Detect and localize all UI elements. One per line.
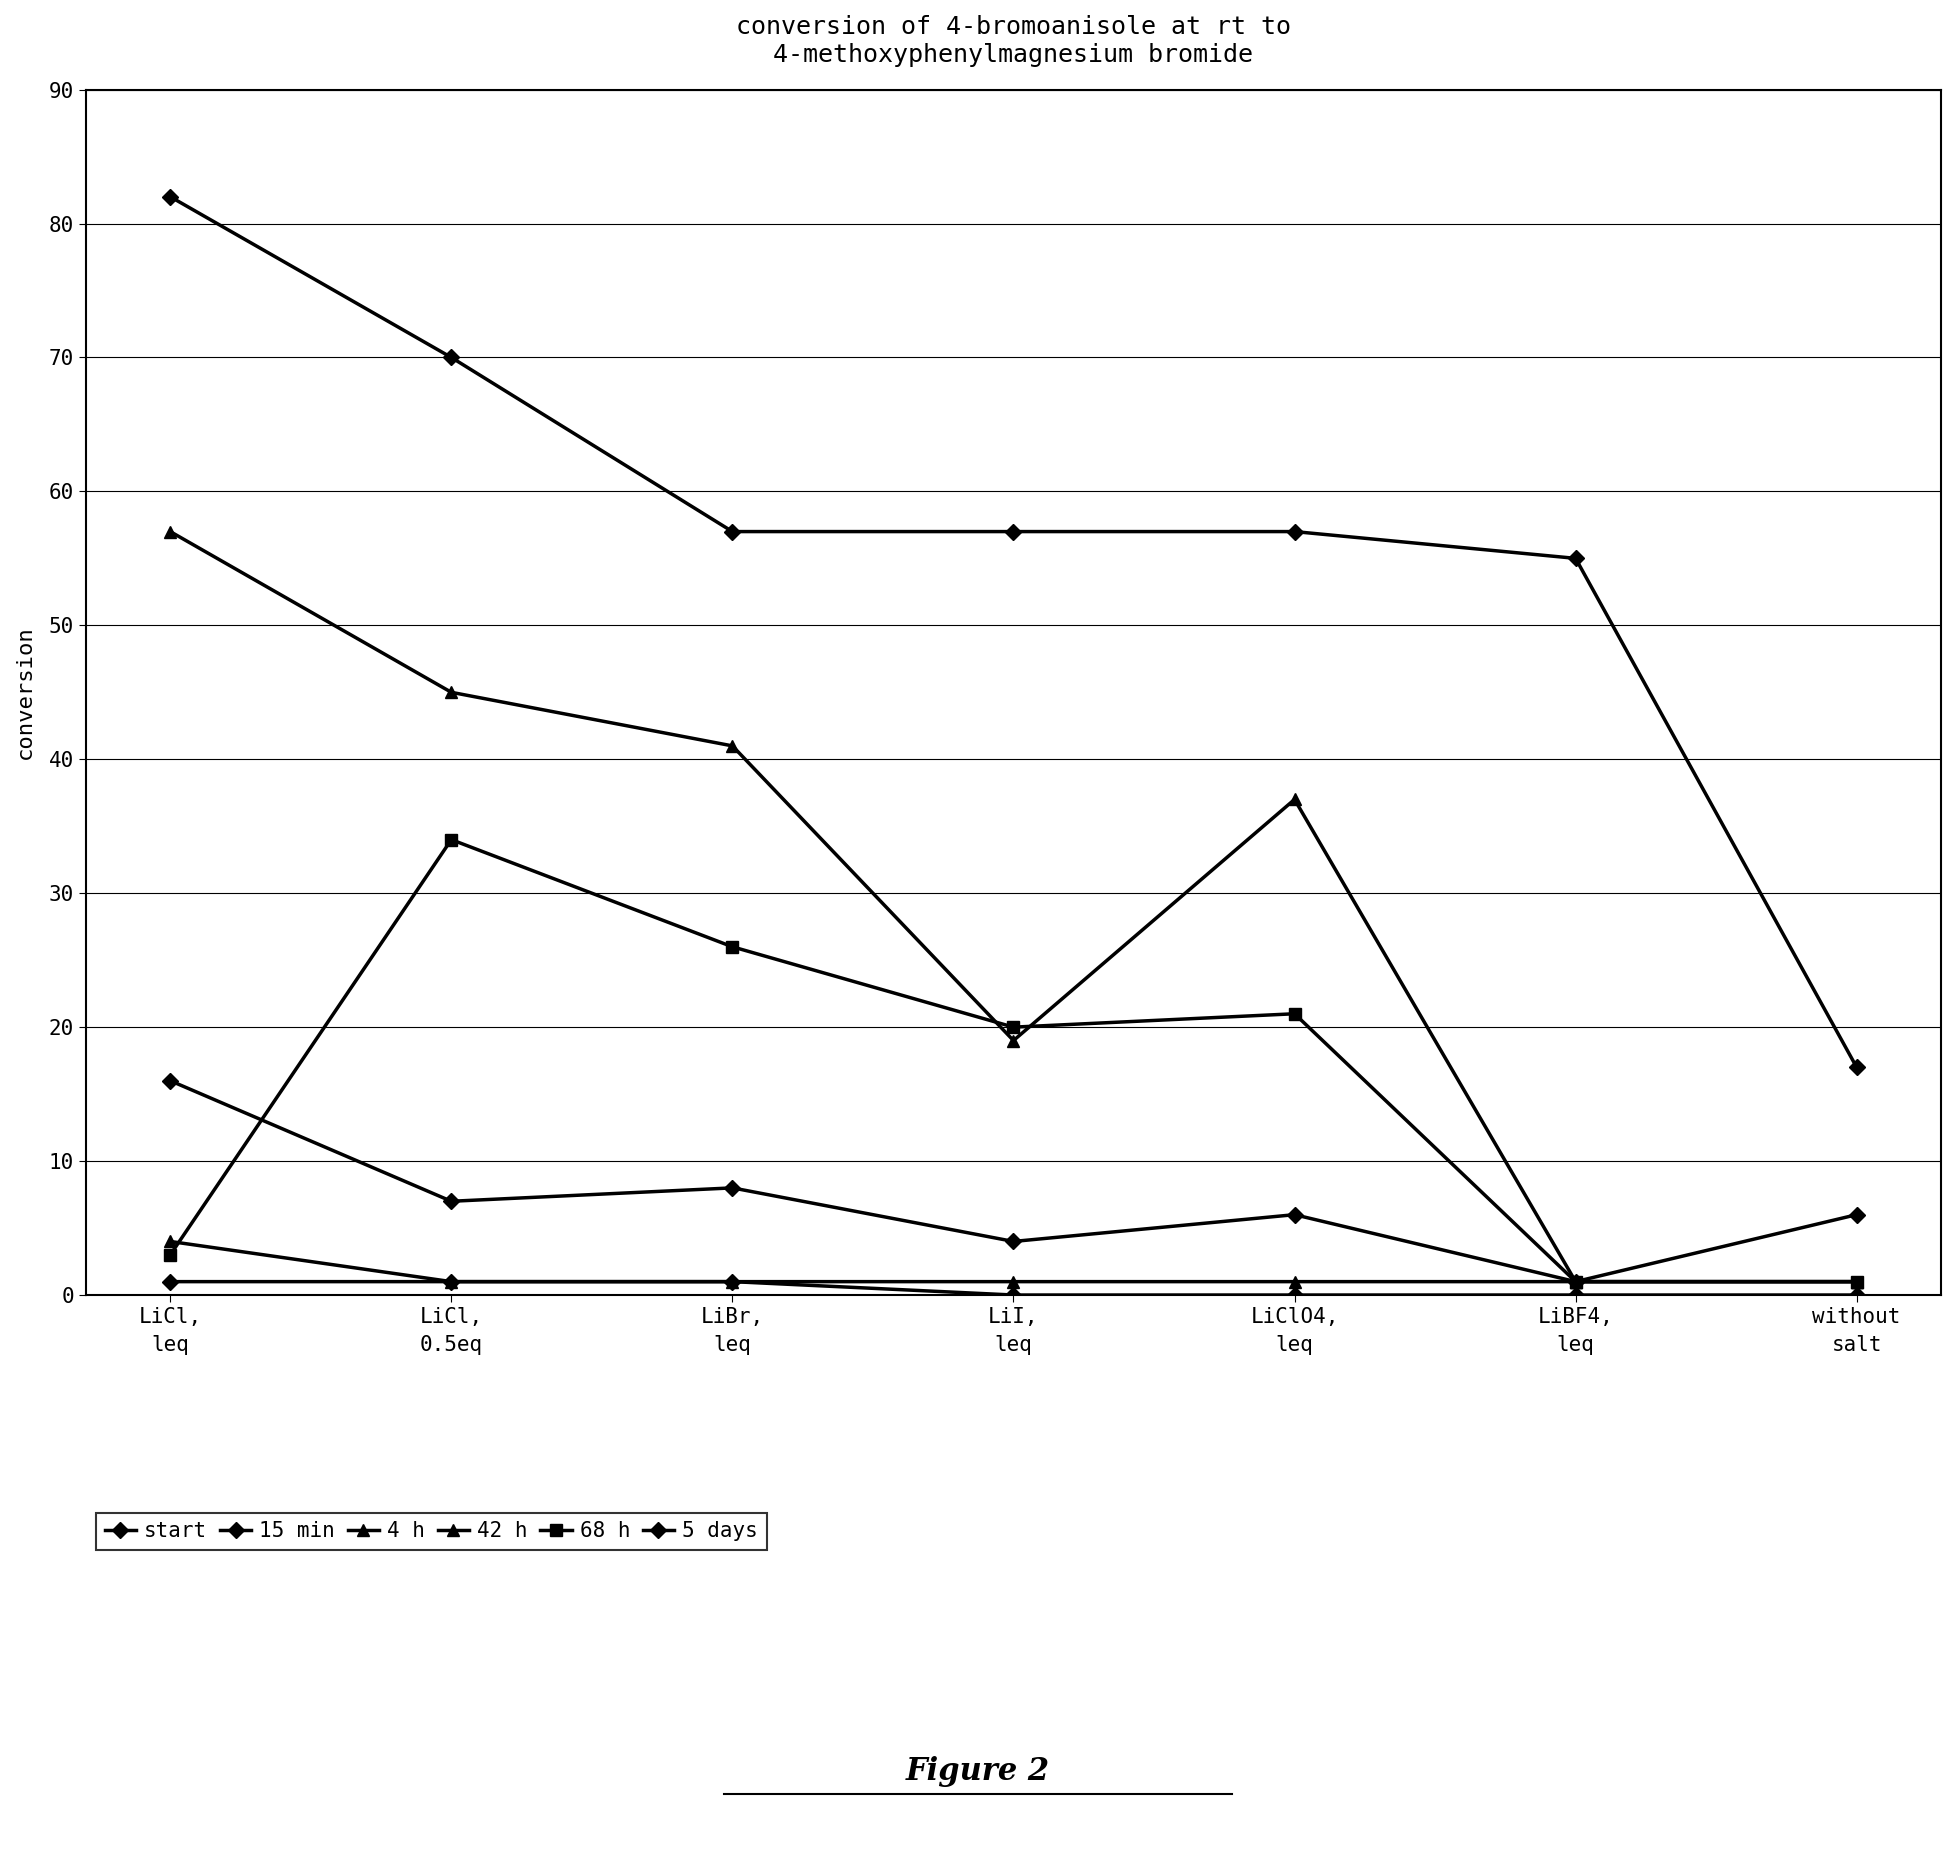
- start: [719, 521, 743, 544]
- 4 h: [1282, 1271, 1306, 1293]
- Line: 4 h: 4 h: [164, 1235, 1861, 1287]
- 42 h: [440, 681, 463, 703]
- 68 h: [1001, 1017, 1024, 1039]
- 68 h: [158, 1243, 182, 1265]
- 5 days: [158, 1271, 182, 1293]
- 4 h: [1564, 1271, 1587, 1293]
- start: [1844, 1055, 1867, 1078]
- 15 min: [440, 1191, 463, 1213]
- Title: conversion of 4-bromoanisole at rt to
4-methoxyphenylmagnesium bromide: conversion of 4-bromoanisole at rt to 4-…: [735, 15, 1290, 67]
- 42 h: [1282, 788, 1306, 811]
- 5 days: [440, 1271, 463, 1293]
- 42 h: [1564, 1271, 1587, 1293]
- 42 h: [158, 521, 182, 544]
- start: [1564, 547, 1587, 569]
- Line: 15 min: 15 min: [164, 1076, 1861, 1287]
- Line: 42 h: 42 h: [164, 525, 1861, 1287]
- Legend: start, 15 min, 4 h, 42 h, 68 h, 5 days: start, 15 min, 4 h, 42 h, 68 h, 5 days: [96, 1514, 766, 1549]
- Line: start: start: [164, 191, 1861, 1072]
- 4 h: [158, 1230, 182, 1252]
- 15 min: [1282, 1204, 1306, 1226]
- 68 h: [1844, 1271, 1867, 1293]
- 15 min: [158, 1070, 182, 1093]
- 15 min: [1001, 1230, 1024, 1252]
- 5 days: [1282, 1284, 1306, 1306]
- 15 min: [1844, 1204, 1867, 1226]
- 15 min: [719, 1176, 743, 1198]
- 4 h: [1001, 1271, 1024, 1293]
- Y-axis label: conversion: conversion: [16, 625, 35, 759]
- 42 h: [1844, 1271, 1867, 1293]
- 68 h: [1564, 1271, 1587, 1293]
- 5 days: [1001, 1284, 1024, 1306]
- 5 days: [719, 1271, 743, 1293]
- 15 min: [1564, 1271, 1587, 1293]
- 68 h: [1282, 1004, 1306, 1026]
- 5 days: [1844, 1284, 1867, 1306]
- start: [1282, 521, 1306, 544]
- 4 h: [719, 1271, 743, 1293]
- 4 h: [1844, 1271, 1867, 1293]
- start: [158, 186, 182, 208]
- 5 days: [1564, 1284, 1587, 1306]
- 68 h: [440, 829, 463, 851]
- start: [440, 347, 463, 369]
- Text: Figure 2: Figure 2: [905, 1757, 1050, 1786]
- 42 h: [1001, 1030, 1024, 1052]
- Line: 68 h: 68 h: [164, 835, 1861, 1287]
- start: [1001, 521, 1024, 544]
- Line: 5 days: 5 days: [164, 1276, 1861, 1300]
- 68 h: [719, 935, 743, 957]
- 42 h: [719, 735, 743, 757]
- 4 h: [440, 1271, 463, 1293]
